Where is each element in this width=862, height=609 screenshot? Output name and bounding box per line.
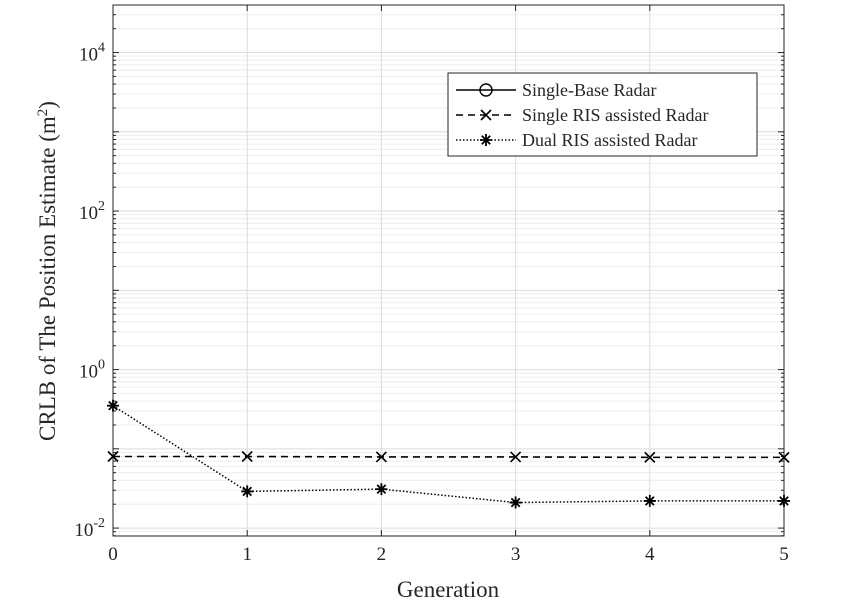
x-tick-label: 2 xyxy=(377,544,387,565)
y-axis-title: CRLB of The Position Estimate (m2) xyxy=(35,101,60,441)
legend-box xyxy=(447,72,758,157)
y-tick-label: 102 xyxy=(79,199,105,224)
data-point-star xyxy=(509,496,522,509)
y-axis-title-sup: 2 xyxy=(35,109,51,117)
y-axis-title-main: CRLB of The Position Estimate (m xyxy=(35,116,60,441)
data-point-x xyxy=(510,451,522,463)
y-tick-label: 100 xyxy=(79,358,105,383)
legend-marker-circle xyxy=(479,83,493,97)
y-tick-label-base: 10 xyxy=(74,520,93,541)
y-tick-label: 10-2 xyxy=(74,516,105,541)
legend-marker-x xyxy=(480,109,492,121)
data-point-x xyxy=(375,451,387,463)
legend-marker-star xyxy=(480,134,492,146)
x-axis-title: Generation xyxy=(397,577,500,602)
x-tick-label: 4 xyxy=(645,544,655,565)
data-point-star xyxy=(107,399,119,412)
x-tick-label: 5 xyxy=(779,544,789,565)
legend-label-dual-ris: Dual RIS assisted Radar xyxy=(522,130,697,150)
y-tick-label-exponent: 4 xyxy=(98,41,105,56)
data-point-star xyxy=(241,485,254,498)
axes-box xyxy=(112,4,785,537)
y-tick-label-base: 10 xyxy=(79,362,98,383)
x-tick-label: 0 xyxy=(108,544,118,565)
legend-label-single-ris: Single RIS assisted Radar xyxy=(522,105,709,125)
y-axis-title-close: ) xyxy=(35,101,60,109)
data-point-x xyxy=(644,451,656,463)
data-point-x xyxy=(778,451,790,463)
data-point-x xyxy=(107,450,119,463)
y-tick-label-exponent: 2 xyxy=(98,199,105,214)
x-tick-label: 3 xyxy=(511,544,521,565)
y-tick-label-base: 10 xyxy=(79,45,98,66)
data-point-x xyxy=(241,450,253,463)
series-line-1 xyxy=(113,455,784,459)
y-tick-label-exponent: 0 xyxy=(98,358,105,373)
y-tick-label: 104 xyxy=(79,41,105,66)
series-line-2 xyxy=(112,405,784,504)
data-point-star xyxy=(375,483,388,496)
series-group xyxy=(107,399,790,509)
y-tick-label-exponent: -2 xyxy=(93,516,105,531)
x-tick-label: 1 xyxy=(242,544,252,565)
data-point-star xyxy=(778,494,790,507)
y-tick-label-base: 10 xyxy=(79,203,98,224)
legend-label-single-base: Single-Base Radar xyxy=(522,80,656,100)
legend: Single-Base Radar Single RIS assisted Ra… xyxy=(447,72,758,157)
data-point-star xyxy=(643,494,656,507)
